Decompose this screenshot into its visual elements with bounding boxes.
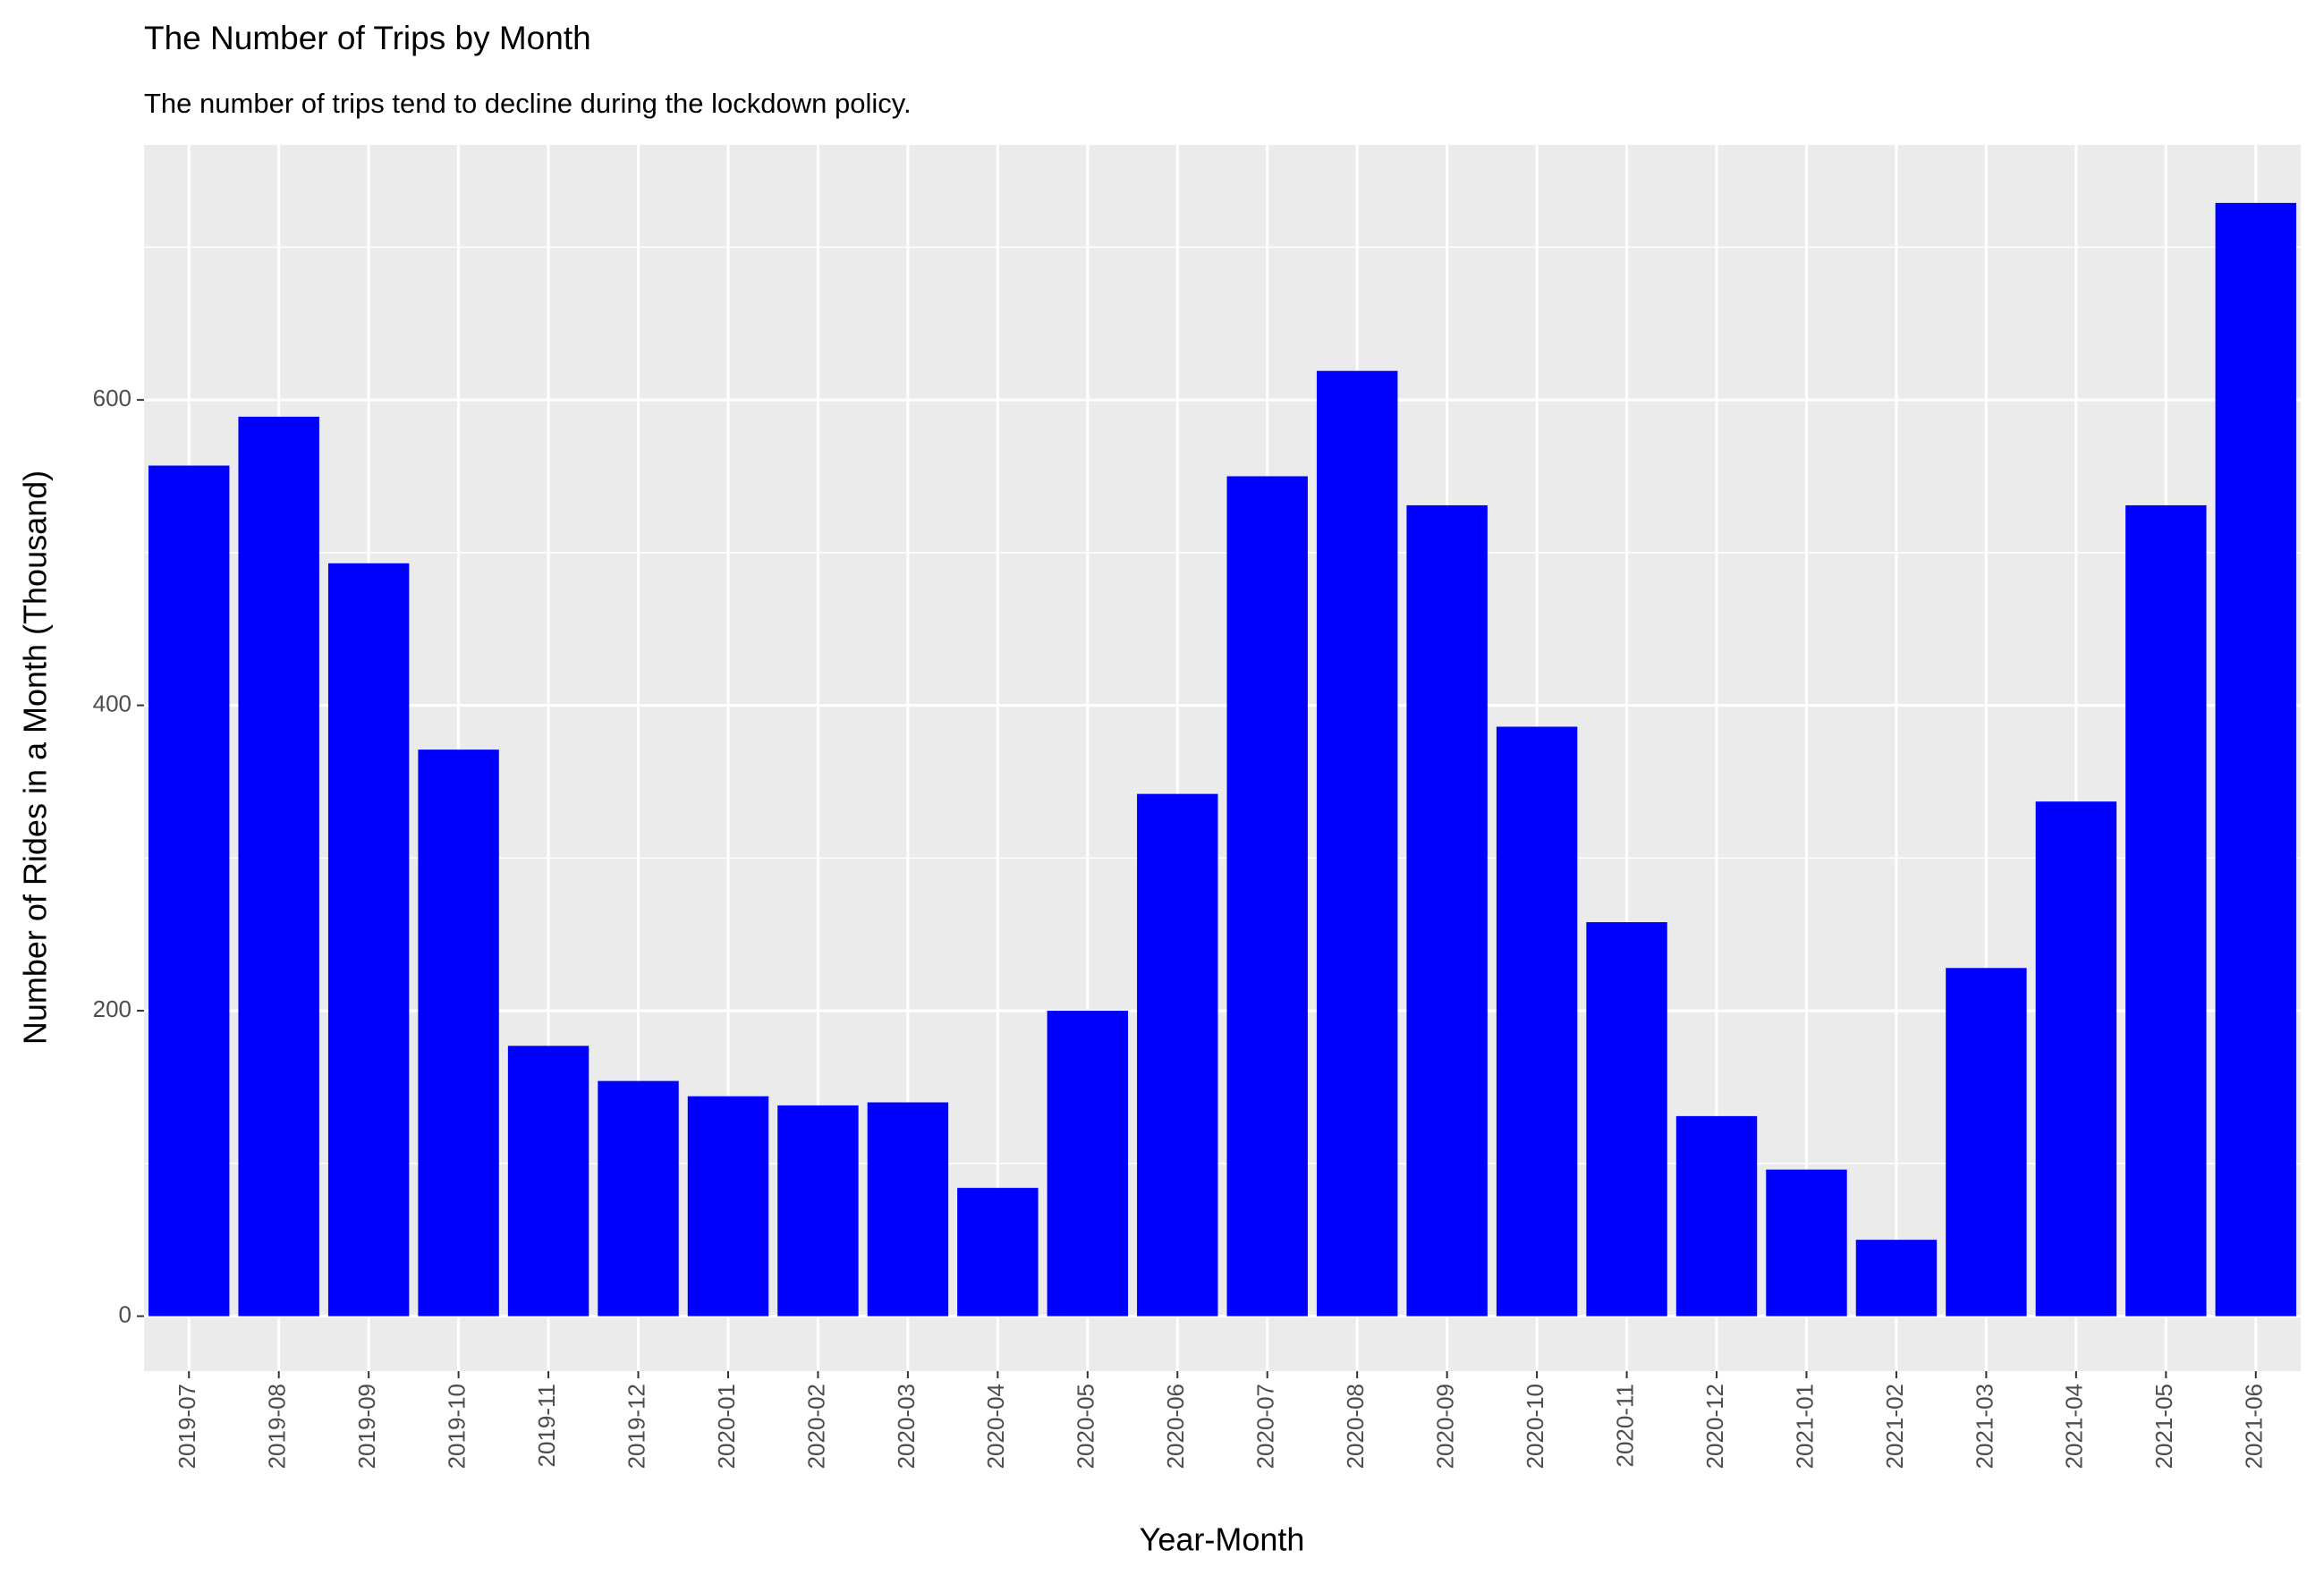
bar	[327, 563, 410, 1317]
bar	[507, 1046, 589, 1317]
chart-subtitle: The number of trips tend to decline duri…	[144, 88, 912, 119]
bar	[1047, 1011, 1129, 1317]
x-tick-label: 2020-03	[893, 1384, 920, 1469]
y-tick-label: 200	[93, 995, 131, 1022]
x-tick-label: 2020-09	[1432, 1384, 1459, 1469]
y-tick-label: 600	[93, 385, 131, 411]
bar	[1766, 1169, 1847, 1317]
x-tick-label: 2020-08	[1342, 1384, 1369, 1469]
x-tick-label: 2021-02	[1881, 1384, 1908, 1469]
x-tick-label: 2020-12	[1701, 1384, 1728, 1469]
x-tick-label: 2021-03	[1971, 1384, 1997, 1469]
bar	[957, 1188, 1039, 1317]
x-tick-label: 2019-09	[353, 1384, 380, 1469]
bar	[1946, 968, 2027, 1317]
x-tick-label: 2020-01	[713, 1384, 740, 1469]
x-tick-label: 2020-04	[982, 1384, 1009, 1469]
x-tick-label: 2020-10	[1522, 1384, 1548, 1469]
x-tick-label: 2019-11	[533, 1384, 560, 1468]
bar	[238, 416, 319, 1317]
x-tick-label: 2020-06	[1162, 1384, 1189, 1469]
x-tick-label: 2019-08	[264, 1384, 291, 1469]
x-tick-label: 2021-04	[2061, 1384, 2088, 1469]
bar	[1586, 922, 1667, 1317]
bar	[1406, 504, 1488, 1317]
y-tick-label: 0	[119, 1300, 131, 1327]
x-tick-label: 2019-10	[443, 1384, 470, 1469]
chart-title: The Number of Trips by Month	[144, 20, 591, 56]
y-axis-title: Number of Rides in a Month (Thousand)	[17, 470, 54, 1045]
x-tick-label: 2021-06	[2241, 1384, 2268, 1469]
bar	[687, 1096, 769, 1317]
bar	[2035, 801, 2117, 1317]
x-tick-label: 2020-02	[802, 1384, 829, 1469]
bar	[777, 1105, 859, 1317]
bar	[418, 750, 499, 1317]
x-tick-label: 2020-07	[1252, 1384, 1279, 1469]
x-axis-title: Year-Month	[1140, 1521, 1305, 1558]
x-tick-label: 2019-12	[623, 1384, 649, 1469]
plot-panel	[144, 145, 2301, 1371]
x-tick-label: 2021-05	[2150, 1384, 2177, 1469]
x-tick-label: 2020-11	[1611, 1384, 1638, 1468]
bar	[1137, 793, 1218, 1317]
bar	[1316, 370, 1398, 1317]
y-tick-label: 400	[93, 690, 131, 716]
bar	[1855, 1240, 1938, 1317]
bar	[148, 465, 230, 1317]
bar	[1226, 476, 1308, 1317]
x-tick-label: 2019-07	[174, 1384, 200, 1469]
bar	[1496, 726, 1578, 1317]
bar	[867, 1102, 949, 1317]
bar	[2215, 202, 2296, 1317]
x-tick-label: 2020-05	[1073, 1384, 1099, 1469]
bar	[1675, 1115, 1758, 1317]
x-tick-label: 2021-01	[1791, 1384, 1818, 1469]
bar	[598, 1080, 679, 1317]
bar	[2125, 504, 2207, 1317]
